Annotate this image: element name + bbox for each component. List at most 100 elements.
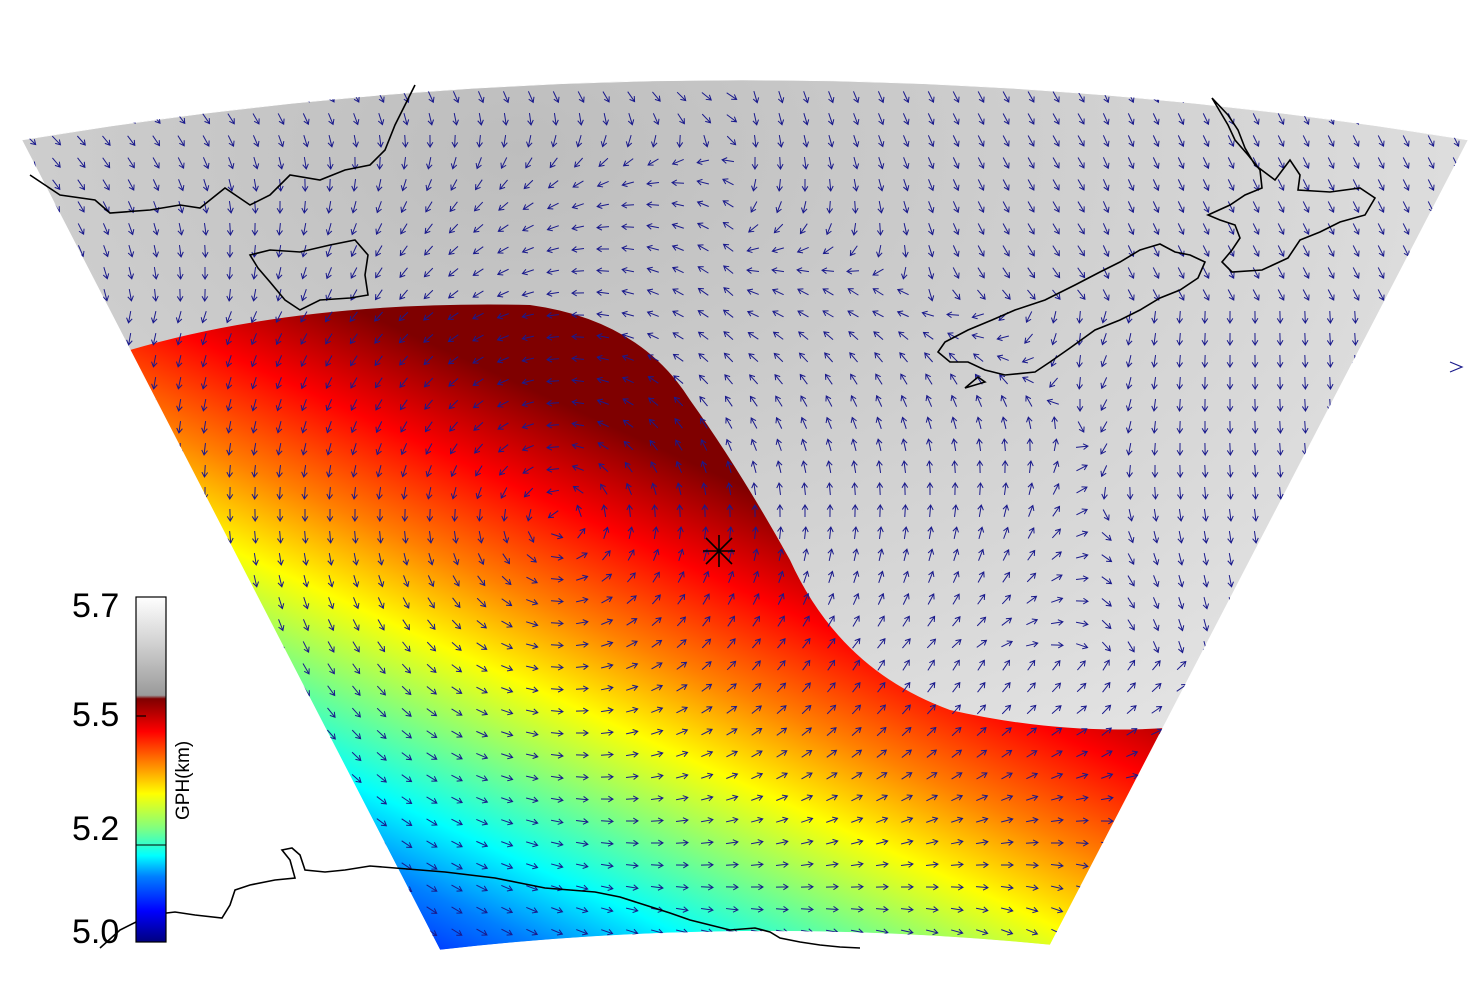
wind-arrow	[1126, 464, 1133, 478]
wind-arrow	[1401, 332, 1409, 346]
wind-arrow	[652, 571, 660, 583]
wind-arrow	[201, 508, 209, 522]
wind-arrow	[971, 312, 984, 320]
wind-arrow	[1001, 929, 1014, 936]
wind-arrow	[647, 376, 659, 384]
wind-arrow	[1021, 357, 1034, 364]
wind-arrow	[276, 200, 284, 214]
wind-arrow	[402, 113, 410, 126]
wind-arrow	[1176, 883, 1187, 894]
wind-arrow	[1125, 399, 1133, 412]
wind-arrow	[902, 638, 911, 649]
wind-arrow	[952, 659, 960, 671]
wind-arrow	[621, 354, 634, 361]
wind-arrow	[952, 267, 960, 279]
wind-arrow	[1427, 552, 1434, 566]
wind-arrow	[301, 486, 309, 500]
wind-arrow	[702, 615, 711, 627]
wind-arrow	[27, 707, 35, 720]
wind-arrow	[452, 91, 460, 104]
wind-arrow	[202, 179, 210, 192]
wind-arrow	[52, 223, 60, 235]
wind-arrow	[1277, 179, 1285, 192]
wind-arrow	[800, 395, 808, 407]
wind-arrow	[600, 840, 614, 847]
wind-arrow	[1452, 839, 1460, 852]
wind-arrow	[1302, 552, 1309, 566]
wind-arrow	[646, 180, 660, 187]
wind-arrow	[227, 685, 235, 697]
wind-arrow	[1427, 905, 1435, 918]
wind-arrow	[1053, 460, 1060, 473]
wind-arrow	[1202, 597, 1210, 610]
wind-arrow	[1025, 395, 1033, 407]
wind-arrow	[525, 157, 533, 169]
wind-arrow	[1352, 618, 1359, 632]
wind-arrow	[202, 927, 211, 938]
wind-arrow	[501, 906, 514, 914]
wind-arrow	[1102, 201, 1110, 214]
wind-arrow	[227, 597, 235, 610]
wind-arrow	[926, 816, 939, 823]
wind-arrow	[1427, 685, 1435, 697]
wind-arrow	[1250, 685, 1264, 693]
wind-arrow	[647, 354, 659, 362]
wind-arrow	[52, 574, 60, 588]
wind-arrow	[751, 816, 764, 824]
wind-arrow	[1302, 596, 1309, 610]
wind-arrow	[127, 201, 135, 214]
wind-arrow	[853, 91, 860, 104]
wind-arrow	[52, 157, 61, 168]
wind-arrow	[625, 906, 639, 914]
wind-arrow	[350, 443, 358, 456]
wind-arrow	[1251, 796, 1262, 805]
wind-arrow	[776, 750, 788, 758]
wind-arrow	[102, 883, 111, 895]
wind-arrow	[477, 530, 484, 544]
wind-arrow	[1177, 486, 1184, 500]
wind-arrow	[550, 685, 564, 693]
wind-arrow	[1427, 861, 1435, 874]
wind-arrow	[1402, 574, 1409, 588]
wind-arrow	[975, 906, 989, 913]
wind-arrow	[426, 486, 433, 500]
wind-arrow	[1277, 530, 1284, 544]
wind-arrow	[1352, 157, 1360, 170]
wind-arrow	[476, 928, 488, 936]
wind-arrow	[800, 438, 808, 451]
wind-arrow	[202, 663, 210, 676]
wind-arrow	[1352, 905, 1360, 918]
wind-arrow	[1427, 486, 1434, 500]
wind-arrow	[151, 354, 158, 368]
wind-arrow	[302, 135, 310, 148]
wind-arrow	[226, 222, 234, 236]
wind-arrow	[1201, 883, 1212, 894]
wind-arrow	[177, 244, 184, 258]
wind-arrow	[550, 708, 564, 715]
wind-arrow	[621, 288, 635, 296]
wind-arrow	[751, 727, 763, 736]
wind-arrow	[426, 663, 437, 674]
wind-arrow	[1227, 640, 1235, 654]
wind-arrow	[77, 179, 86, 191]
wind-arrow	[1427, 354, 1434, 368]
wind-arrow	[802, 134, 810, 148]
wind-arrow	[152, 530, 159, 544]
wind-arrow	[1452, 707, 1460, 719]
wind-arrow	[451, 840, 463, 848]
wind-arrow	[651, 662, 663, 670]
wind-arrow	[1126, 682, 1136, 693]
wind-arrow	[27, 861, 35, 873]
wind-arrow	[902, 244, 909, 258]
wind-arrow	[901, 460, 908, 474]
wind-arrow	[852, 548, 859, 562]
wind-arrow	[547, 180, 559, 189]
wind-arrow	[1276, 752, 1288, 761]
wind-arrow	[676, 728, 689, 736]
wind-arrow	[877, 526, 884, 540]
wind-arrow	[901, 726, 912, 737]
wind-arrow	[722, 309, 734, 318]
wind-arrow	[696, 222, 709, 230]
colorbar-tick-5-5: 5.5	[72, 696, 120, 734]
wind-arrow	[902, 91, 910, 104]
